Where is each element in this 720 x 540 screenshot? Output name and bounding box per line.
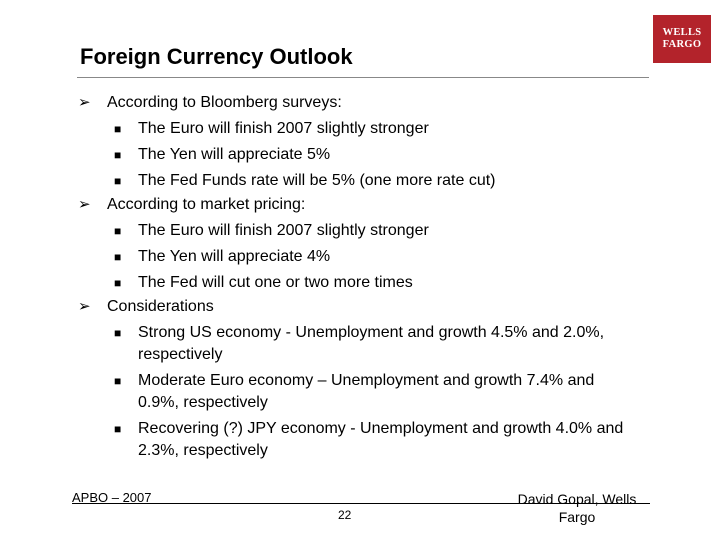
square-bullet-icon: ■ bbox=[114, 326, 122, 340]
square-bullet-icon: ■ bbox=[114, 174, 122, 188]
sub-bullet: ■ Recovering (?) JPY economy - Unemploym… bbox=[78, 418, 628, 462]
bullet-2-text: According to market pricing: bbox=[107, 196, 306, 213]
sub-bullet-text: The Yen will appreciate 4% bbox=[138, 248, 331, 265]
sub-bullet: ■ The Yen will appreciate 4% bbox=[78, 246, 628, 268]
page-number: 22 bbox=[338, 508, 352, 522]
footer-right: David Gopal, Wells Fargo bbox=[517, 491, 637, 525]
footer-rule bbox=[72, 503, 650, 504]
square-bullet-icon: ■ bbox=[114, 276, 122, 290]
slide-content: ➢ According to Bloomberg surveys: ■ The … bbox=[78, 90, 678, 462]
bullet-2: ➢ According to market pricing: bbox=[78, 194, 678, 216]
title-rule bbox=[77, 77, 649, 78]
sub-bullet-text: The Euro will finish 2007 slightly stron… bbox=[138, 222, 429, 239]
sub-bullet-text: Strong US economy - Unemployment and gro… bbox=[138, 324, 605, 363]
sub-bullet-text: The Yen will appreciate 5% bbox=[138, 146, 331, 163]
square-bullet-icon: ■ bbox=[114, 422, 122, 436]
sub-bullet: ■ The Fed will cut one or two more times bbox=[78, 272, 628, 294]
arrow-bullet-icon: ➢ bbox=[78, 196, 91, 213]
sub-bullet: ■ The Yen will appreciate 5% bbox=[78, 144, 628, 166]
bullet-3: ➢ Considerations bbox=[78, 296, 678, 318]
sub-bullet-text: The Euro will finish 2007 slightly stron… bbox=[138, 120, 429, 137]
square-bullet-icon: ■ bbox=[114, 250, 122, 264]
arrow-bullet-icon: ➢ bbox=[78, 298, 91, 315]
sub-bullet-text: Recovering (?) JPY economy - Unemploymen… bbox=[138, 420, 624, 459]
square-bullet-icon: ■ bbox=[114, 224, 122, 238]
slide-title: Foreign Currency Outlook bbox=[80, 44, 353, 69]
sub-bullet-text: The Fed Funds rate will be 5% (one more … bbox=[138, 172, 496, 189]
sub-bullet: ■ The Fed Funds rate will be 5% (one mor… bbox=[78, 170, 628, 192]
square-bullet-icon: ■ bbox=[114, 374, 122, 388]
sub-bullet: ■ The Euro will finish 2007 slightly str… bbox=[78, 118, 628, 140]
sub-bullet: ■ The Euro will finish 2007 slightly str… bbox=[78, 220, 628, 242]
square-bullet-icon: ■ bbox=[114, 148, 122, 162]
bullet-1: ➢ According to Bloomberg surveys: bbox=[78, 92, 678, 114]
sub-bullet-text: Moderate Euro economy – Unemployment and… bbox=[138, 372, 595, 411]
footer-left: APBO – 2007 bbox=[72, 490, 152, 505]
sub-bullet: ■ Moderate Euro economy – Unemployment a… bbox=[78, 370, 628, 414]
wells-fargo-logo: WELLS FARGO bbox=[653, 15, 711, 63]
sub-bullet-text: The Fed will cut one or two more times bbox=[138, 274, 413, 291]
square-bullet-icon: ■ bbox=[114, 122, 122, 136]
logo-line-1: WELLS bbox=[662, 27, 702, 38]
bullet-3-text: Considerations bbox=[107, 298, 214, 315]
arrow-bullet-icon: ➢ bbox=[78, 94, 91, 111]
bullet-1-text: According to Bloomberg surveys: bbox=[107, 94, 342, 111]
logo-line-2: FARGO bbox=[662, 39, 702, 50]
sub-bullet: ■ Strong US economy - Unemployment and g… bbox=[78, 322, 628, 366]
